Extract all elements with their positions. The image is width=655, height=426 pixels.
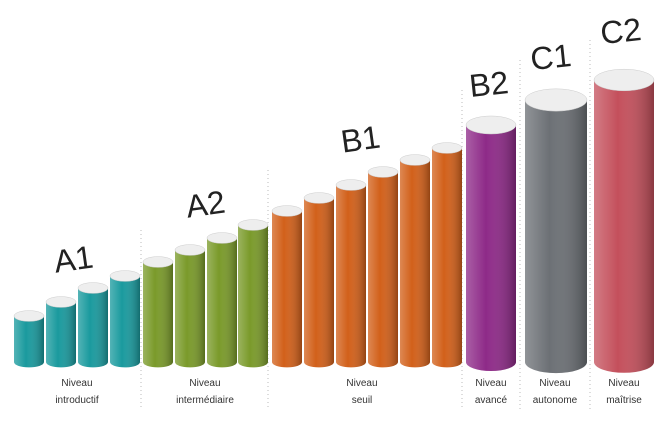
cylinder-top <box>237 219 269 231</box>
cylinder-shade <box>400 160 430 368</box>
cylinder-shade <box>525 100 587 374</box>
cylinder-top <box>109 270 141 282</box>
cylinder-top <box>13 310 45 322</box>
cylinder-top <box>303 192 335 204</box>
level-description: Niveau <box>189 378 220 389</box>
level-description: Niveau <box>61 378 92 389</box>
cylinder-shade <box>14 316 44 368</box>
cylinder-shade <box>272 211 302 368</box>
cylinder-top <box>142 256 174 268</box>
cylinder-shade <box>143 262 173 368</box>
cylinder-top <box>174 244 206 256</box>
level-code: A1 <box>52 239 96 280</box>
cylinder-shade <box>466 125 516 371</box>
level-description: maîtrise <box>606 395 642 406</box>
level-code: C2 <box>599 11 643 51</box>
cylinder-top <box>206 232 238 244</box>
level-code: B1 <box>339 119 383 160</box>
level-description: Niveau <box>539 378 570 389</box>
cylinder-top <box>367 166 399 178</box>
level-code: B2 <box>468 64 511 104</box>
cylinder-shade <box>110 276 140 368</box>
cylinder-shade <box>336 185 366 368</box>
level-description: Niveau <box>608 378 639 389</box>
level-description: Niveau <box>475 378 506 389</box>
cylinder-shade <box>78 288 108 368</box>
level-description: Niveau <box>346 378 377 389</box>
cylinder-shade <box>304 198 334 368</box>
cylinder-shade <box>368 172 398 368</box>
cylinder-top <box>45 296 77 308</box>
level-code: A2 <box>184 184 228 225</box>
cylinder-shade <box>207 238 237 368</box>
cylinder-shade <box>432 148 462 368</box>
cylinder-top <box>431 142 463 154</box>
cylinder-top <box>335 179 367 191</box>
level-description: seuil <box>352 395 373 406</box>
cylinder-shade <box>46 302 76 368</box>
cylinder-shade <box>175 250 205 368</box>
level-description: avancé <box>475 395 508 406</box>
cylinder-top <box>524 88 588 112</box>
level-description: intermédiaire <box>176 395 234 406</box>
cylinder-top <box>465 115 517 135</box>
cylinder-shade <box>594 80 654 373</box>
cylinder-shade <box>238 225 268 368</box>
cylinder-top <box>77 282 109 294</box>
level-code: C1 <box>529 37 573 77</box>
cylinder-top <box>399 154 431 166</box>
cylinder-top <box>593 68 655 92</box>
level-description: introductif <box>55 395 99 406</box>
cylinder-top <box>271 205 303 217</box>
level-description: autonome <box>533 395 578 406</box>
